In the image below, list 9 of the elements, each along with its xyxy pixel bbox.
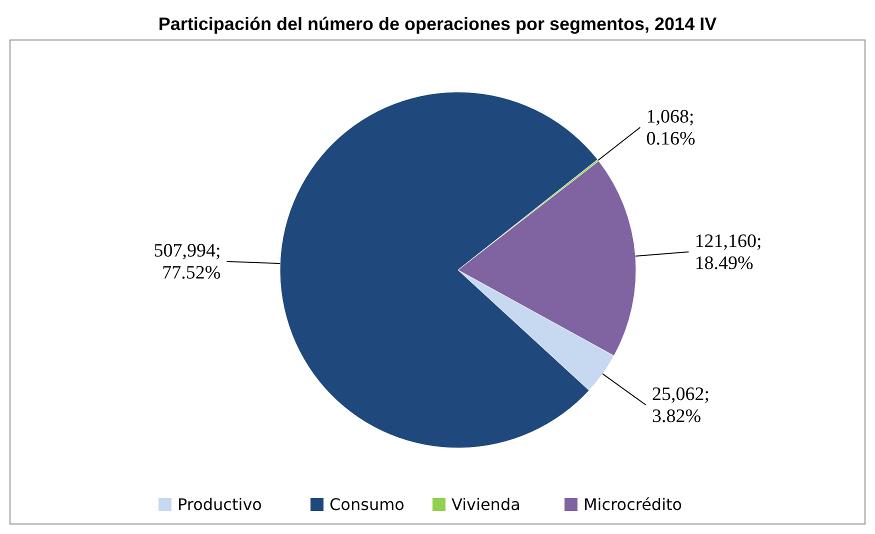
data-label: 507,994; 77.52% — [154, 240, 221, 284]
data-label: 1,068; 0.16% — [646, 106, 696, 150]
data-label: 25,062; 3.82% — [652, 384, 710, 427]
legend-label: Microcrédito — [584, 495, 682, 514]
legend-label: Productivo — [178, 495, 262, 514]
data-label: 121,160; 18.49% — [694, 230, 762, 274]
legend-label: Consumo — [330, 495, 404, 514]
legend-label: Vivienda — [452, 495, 520, 514]
chart-title: Participación del número de operaciones por segmentos, 2014 IV — [158, 14, 717, 34]
